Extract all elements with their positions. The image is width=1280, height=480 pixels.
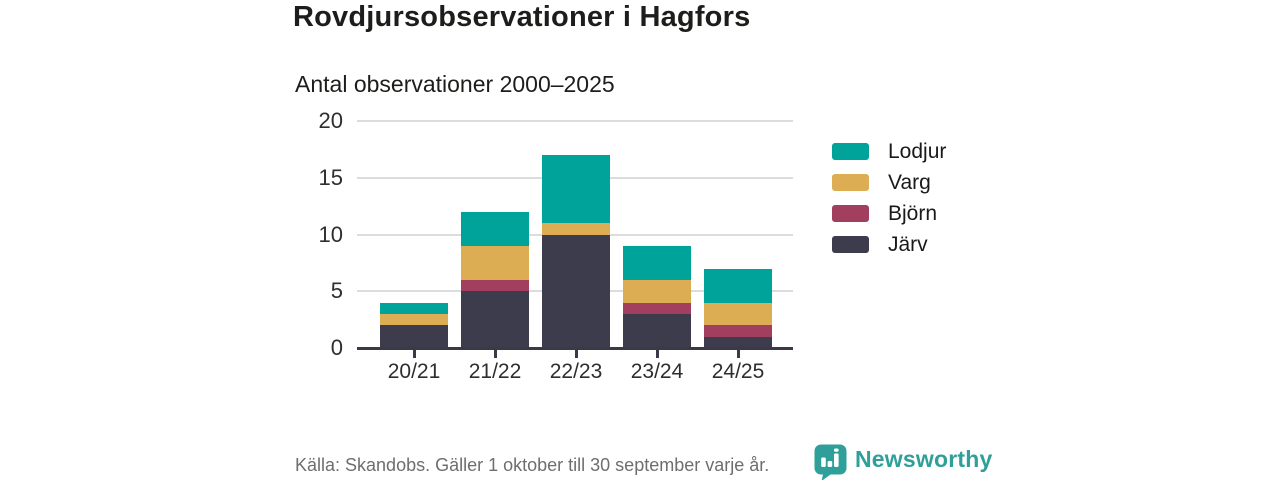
legend-item-jrv: Järv <box>832 233 946 256</box>
brand-logo-group: Newsworthy <box>814 444 992 480</box>
bar-segment-lodjur-21-22 <box>461 211 529 246</box>
bar-segment-varg-20-21 <box>380 313 448 326</box>
legend-label: Björn <box>888 201 938 225</box>
bar-segment-varg-23-24 <box>623 279 691 303</box>
chart-subtitle: Antal observationer 2000–2025 <box>295 71 615 97</box>
bar-segment-bjrn-24-25 <box>704 325 772 337</box>
page-title: Rovdjursobservationer i Hagfors <box>293 1 751 33</box>
x-tick-label: 21/22 <box>468 360 522 383</box>
x-tick-mark <box>493 350 497 358</box>
bar-segment-jrv-20-21 <box>380 325 448 348</box>
x-tick-label: 22/23 <box>549 360 603 383</box>
y-tick-label: 5 <box>330 278 343 304</box>
y-axis-labels: 0 5 10 15 20 <box>296 108 343 360</box>
legend-item-bjrn: Björn <box>832 202 946 225</box>
x-tick-mark <box>655 350 659 358</box>
legend-swatch <box>832 236 869 253</box>
legend: Lodjur Varg Björn Järv <box>832 140 946 267</box>
bar-segment-jrv-21-22 <box>461 291 529 348</box>
newsworthy-logo-icon <box>814 444 847 480</box>
bar-segment-varg-21-22 <box>461 245 529 280</box>
y-tick-label: 10 <box>318 221 343 247</box>
source-note: Källa: Skandobs. Gäller 1 oktober till 3… <box>295 455 770 475</box>
bar-segment-lodjur-23-24 <box>623 245 691 280</box>
legend-label: Varg <box>888 170 931 194</box>
bar-segment-jrv-22-23 <box>542 234 610 348</box>
bar-segment-bjrn-21-22 <box>461 279 529 292</box>
x-axis-labels: 20/21 21/22 22/23 23/24 24/25 <box>357 350 793 390</box>
bar-segment-varg-24-25 <box>704 302 772 326</box>
y-tick-label: 20 <box>318 108 343 133</box>
x-tick-label: 20/21 <box>387 360 441 383</box>
legend-item-varg: Varg <box>832 171 946 194</box>
bar-segment-jrv-24-25 <box>704 336 772 348</box>
bar-segment-varg-22-23 <box>542 223 610 235</box>
bar-segment-bjrn-23-24 <box>623 302 691 314</box>
legend-item-lodjur: Lodjur <box>832 140 946 163</box>
legend-label: Järv <box>888 232 928 256</box>
bar-segment-lodjur-20-21 <box>380 302 448 314</box>
plot-area <box>357 120 793 348</box>
legend-swatch <box>832 174 869 191</box>
legend-swatch <box>832 205 869 222</box>
x-axis-line <box>357 347 793 350</box>
x-tick-mark <box>736 350 740 358</box>
bar-segment-lodjur-24-25 <box>704 268 772 303</box>
x-tick-mark <box>412 350 416 358</box>
x-tick-label: 23/24 <box>630 360 684 383</box>
legend-swatch <box>832 143 869 160</box>
gridline <box>357 120 793 122</box>
bar-segment-jrv-23-24 <box>623 313 691 348</box>
x-tick-label: 24/25 <box>711 360 765 383</box>
brand-name: Newsworthy <box>855 446 993 472</box>
x-tick-mark <box>574 350 578 358</box>
y-tick-label: 15 <box>318 164 343 190</box>
bar-segment-lodjur-22-23 <box>542 155 610 224</box>
y-tick-label: 0 <box>330 335 343 360</box>
legend-label: Lodjur <box>888 139 947 163</box>
